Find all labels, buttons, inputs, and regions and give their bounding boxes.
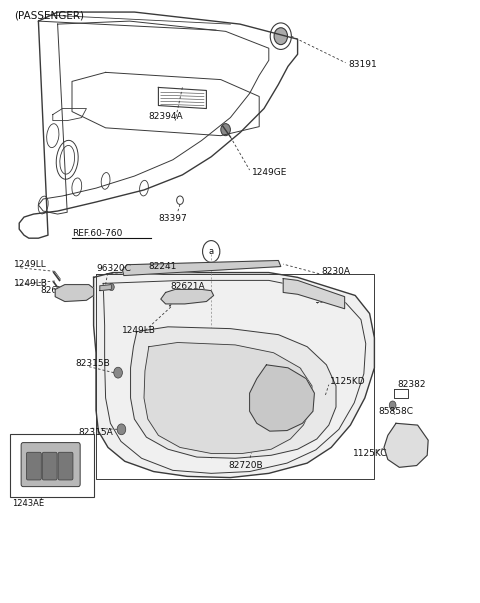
Text: 96320C: 96320C (96, 264, 131, 273)
Text: 1249LB: 1249LB (14, 279, 48, 288)
Polygon shape (283, 279, 345, 309)
Polygon shape (161, 289, 214, 304)
Text: 93580A: 93580A (24, 436, 56, 444)
Circle shape (265, 376, 271, 384)
Circle shape (108, 283, 114, 291)
Circle shape (221, 124, 230, 136)
Text: 1249LL: 1249LL (14, 260, 47, 268)
Polygon shape (55, 285, 94, 302)
FancyBboxPatch shape (42, 452, 57, 480)
Text: 82620: 82620 (41, 286, 69, 295)
Polygon shape (94, 273, 374, 478)
Circle shape (274, 28, 288, 45)
Text: 1125KC: 1125KC (353, 449, 388, 458)
Polygon shape (131, 327, 336, 458)
Circle shape (292, 376, 298, 384)
Text: a: a (209, 247, 214, 256)
Circle shape (273, 371, 279, 379)
Text: a: a (17, 439, 22, 447)
Circle shape (117, 424, 126, 435)
Text: 1243AE: 1243AE (12, 499, 44, 508)
Circle shape (316, 389, 325, 401)
Circle shape (283, 371, 288, 379)
Polygon shape (384, 423, 428, 467)
Text: 82315B: 82315B (76, 359, 110, 367)
Text: 1249GE: 1249GE (252, 168, 288, 177)
Text: 82621A: 82621A (170, 282, 205, 291)
Text: 82315A: 82315A (78, 429, 113, 437)
Text: 82382: 82382 (397, 380, 426, 389)
FancyBboxPatch shape (10, 434, 94, 497)
Circle shape (389, 401, 396, 409)
Polygon shape (144, 343, 312, 453)
Text: 85858C: 85858C (378, 407, 413, 415)
Text: 8230A: 8230A (322, 267, 350, 276)
Polygon shape (100, 285, 111, 291)
Circle shape (300, 385, 306, 393)
Text: 1249LB: 1249LB (122, 326, 156, 335)
Circle shape (114, 367, 122, 378)
Text: 82241: 82241 (149, 262, 177, 271)
Text: 82720B: 82720B (228, 461, 263, 470)
Text: 83191: 83191 (348, 60, 377, 69)
FancyBboxPatch shape (21, 443, 80, 487)
Text: (PASSENGER): (PASSENGER) (14, 10, 84, 20)
Text: REF.60-760: REF.60-760 (72, 230, 122, 238)
Text: 1125KD: 1125KD (330, 377, 366, 385)
Text: 83397: 83397 (158, 214, 187, 223)
Text: 82394A: 82394A (149, 113, 183, 121)
Polygon shape (250, 365, 314, 431)
Text: 93577: 93577 (314, 296, 343, 305)
FancyBboxPatch shape (58, 452, 73, 480)
FancyBboxPatch shape (26, 452, 41, 480)
Polygon shape (122, 260, 281, 276)
